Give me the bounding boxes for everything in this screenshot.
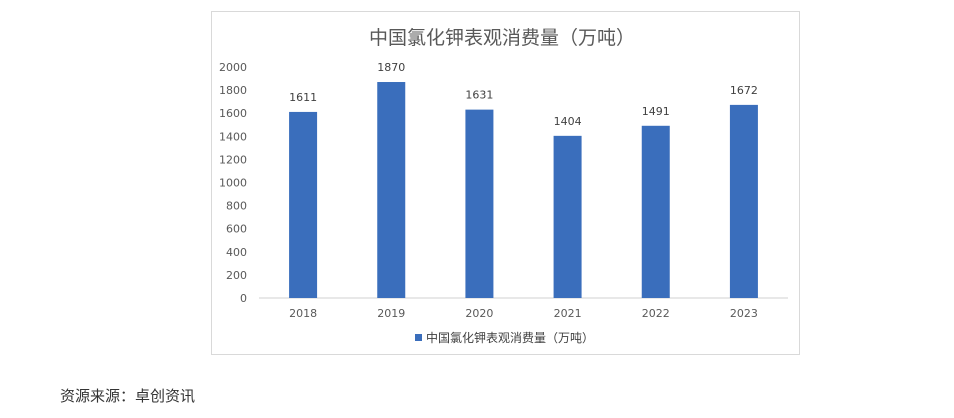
bar [729,104,758,298]
data-label: 1870 [377,61,405,74]
bar [465,109,494,298]
bar [289,111,318,298]
data-label: 1631 [465,89,493,102]
data-label: 1611 [289,91,317,104]
source-note: 资源来源：卓创资讯 [60,387,196,405]
bar [641,125,670,299]
x-tick-label: 2020 [465,307,493,320]
y-tick-label: 200 [226,269,247,282]
x-tick-label: 2022 [642,307,670,320]
data-label: 1491 [642,105,670,118]
y-tick-label: 600 [226,223,247,236]
legend: 中国氯化钾表观消费量（万吨） [415,330,594,345]
x-axis: 2018 2019 2020 2021 2022 2023 [289,307,758,320]
legend-label: 中国氯化钾表观消费量（万吨） [426,330,594,345]
y-tick-label: 2000 [219,61,247,74]
bar [553,135,582,298]
y-axis: 0 200 400 600 800 1000 1200 1400 1600 1800 2000 [219,61,247,305]
y-tick-label: 0 [240,292,247,305]
x-tick-label: 2021 [554,307,582,320]
y-tick-label: 1000 [219,177,247,190]
chart-title: 中国氯化钾表观消费量（万吨） [369,27,635,49]
x-tick-label: 2019 [377,307,405,320]
bar [377,82,406,298]
x-tick-label: 2018 [289,307,317,320]
y-tick-label: 400 [226,246,247,259]
bars-group: 1611 1870 1631 1404 1491 1672 [289,61,758,299]
data-label: 1672 [730,84,758,97]
y-tick-label: 1800 [219,84,247,97]
y-tick-label: 1400 [219,130,247,143]
chart-card: 中国氯化钾表观消费量（万吨） 0 200 400 600 800 1000 1200 1400… [211,11,800,355]
y-tick-label: 1600 [219,107,247,120]
y-tick-label: 800 [226,200,247,213]
legend-swatch [415,334,422,341]
x-tick-label: 2023 [730,307,758,320]
data-label: 1404 [554,115,582,128]
bar-chart: 中国氯化钾表观消费量（万吨） 0 200 400 600 800 1000 1200 1400… [219,27,788,345]
y-tick-label: 1200 [219,153,247,166]
